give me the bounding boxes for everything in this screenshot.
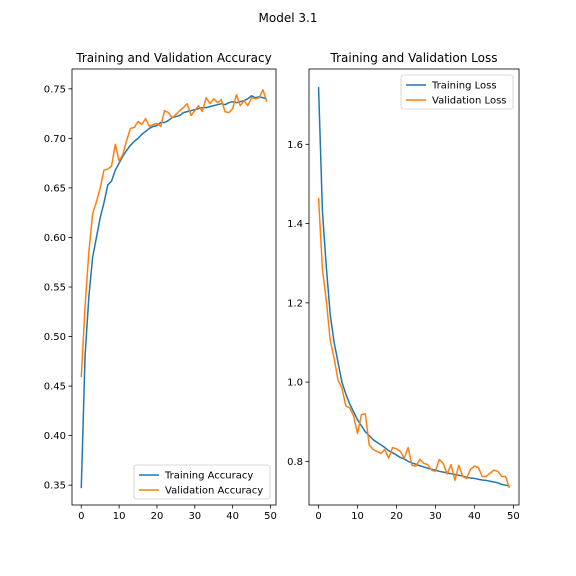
accuracy-y-tick-label: 0.50: [44, 332, 66, 343]
accuracy-x-tick-label: 40: [226, 511, 239, 522]
accuracy-x-tick-label: 50: [264, 511, 277, 522]
loss-y-tick-label: 0.8: [287, 457, 303, 468]
loss-legend: Training Loss Validation Loss: [401, 75, 513, 109]
loss-y-tick-label: 1.4: [287, 219, 303, 230]
loss-x-tick-label: 10: [351, 511, 364, 522]
loss-x-tick-label: 0: [315, 511, 321, 522]
loss-y-tick-label: 1.2: [287, 298, 303, 309]
figure-suptitle: Model 3.1: [259, 11, 318, 25]
loss-legend-label-validation: Validation Loss: [432, 96, 507, 107]
loss-x-tick-label: 30: [429, 511, 442, 522]
loss-x-tick-label: 40: [468, 511, 481, 522]
accuracy-x-tick-label: 10: [113, 511, 126, 522]
accuracy-legend-label-validation: Validation Accuracy: [165, 486, 263, 497]
loss-y-tick-label: 1.6: [287, 140, 303, 151]
loss-legend-label-training: Training Loss: [431, 81, 497, 92]
accuracy-y-tick-label: 0.60: [44, 233, 66, 244]
accuracy-x-tick-label: 30: [188, 511, 201, 522]
accuracy-x-tick-label: 20: [151, 511, 164, 522]
accuracy-y-tick-label: 0.65: [44, 183, 66, 194]
loss-x-tick-label: 20: [390, 511, 403, 522]
accuracy-x-tick-label: 0: [78, 511, 84, 522]
accuracy-y-tick-label: 0.75: [44, 84, 66, 95]
accuracy-legend: Training Accuracy Validation Accuracy: [134, 465, 270, 499]
accuracy-chart-title: Training and Validation Accuracy: [75, 51, 271, 65]
accuracy-y-tick-label: 0.55: [44, 283, 66, 294]
accuracy-legend-label-training: Training Accuracy: [164, 471, 253, 482]
loss-y-tick-label: 1.0: [287, 378, 303, 389]
loss-chart-title: Training and Validation Loss: [330, 51, 498, 65]
accuracy-y-tick-label: 0.35: [44, 481, 66, 492]
accuracy-y-tick-label: 0.45: [44, 382, 66, 393]
accuracy-y-tick-label: 0.40: [44, 431, 66, 442]
accuracy-y-tick-label: 0.70: [44, 134, 66, 145]
loss-x-tick-label: 50: [507, 511, 520, 522]
